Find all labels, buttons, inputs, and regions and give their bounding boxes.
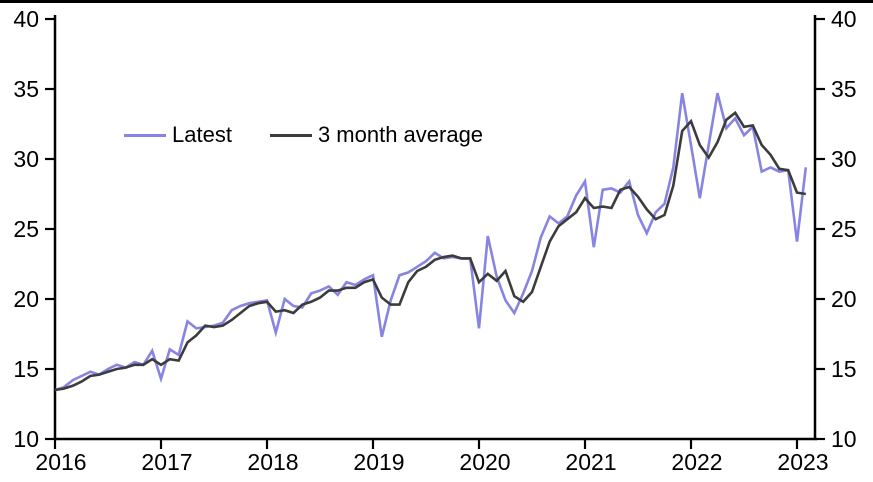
y-tick-label-right: 20: [831, 286, 857, 312]
y-tick-label-left: 20: [13, 286, 39, 312]
x-tick-label: 2020: [459, 449, 510, 475]
series-line-latest: [54, 92, 808, 392]
x-tick-label: 2018: [247, 449, 298, 475]
y-tick-label-right: 15: [831, 356, 857, 382]
y-tick-label-left: 30: [13, 146, 39, 172]
x-tick-label: 2023: [777, 449, 828, 475]
legend-swatch-average: [269, 133, 312, 137]
x-tick-label: 2019: [353, 449, 404, 475]
y-tick-label-left: 35: [13, 76, 39, 102]
y-tick-label-right: 25: [831, 216, 857, 242]
x-tick-label: 2017: [141, 449, 192, 475]
x-tick-label: 2021: [565, 449, 616, 475]
legend-swatch-latest: [124, 133, 166, 137]
y-tick-label-left: 40: [13, 6, 39, 32]
y-tick-label-left: 10: [13, 426, 39, 452]
y-tick-label-right: 40: [831, 6, 857, 32]
y-tick-label-left: 25: [13, 216, 39, 242]
legend-label-average: 3 month average: [317, 122, 484, 147]
y-tick-label-right: 35: [831, 76, 857, 102]
legend-label-latest: Latest: [172, 122, 232, 147]
x-tick-label: 2016: [35, 449, 86, 475]
y-tick-label-right: 10: [831, 426, 857, 452]
y-tick-label-left: 15: [13, 356, 39, 382]
series-line-3-month-average: [54, 110, 807, 392]
chart-legend: Latest 3 month average: [124, 122, 483, 148]
y-tick-label-right: 30: [831, 146, 857, 172]
top-border-rule: [0, 0, 873, 3]
x-tick-label: 2022: [671, 449, 722, 475]
